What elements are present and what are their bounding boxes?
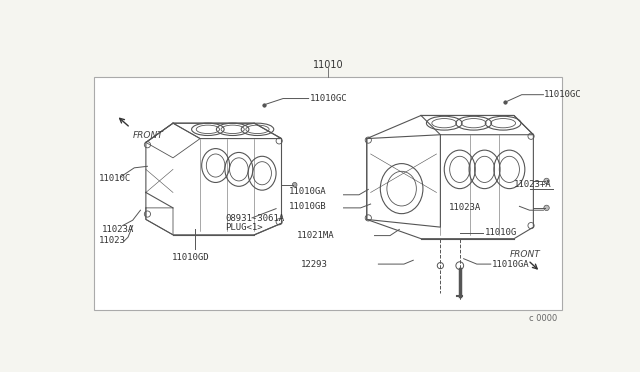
Text: 12293: 12293 bbox=[301, 260, 328, 269]
Bar bbox=[94, 77, 562, 310]
Text: 11023A: 11023A bbox=[449, 203, 481, 212]
Text: FRONT: FRONT bbox=[510, 250, 541, 259]
Circle shape bbox=[292, 183, 297, 187]
Text: 11010GC: 11010GC bbox=[544, 90, 582, 99]
Text: 11010GA: 11010GA bbox=[492, 260, 530, 269]
Text: 11023: 11023 bbox=[99, 237, 125, 246]
Text: FRONT: FRONT bbox=[132, 131, 163, 140]
Text: 11010GA: 11010GA bbox=[289, 187, 327, 196]
Text: 11010: 11010 bbox=[313, 60, 343, 70]
Circle shape bbox=[544, 205, 549, 211]
Text: PLUG<1>: PLUG<1> bbox=[225, 222, 262, 232]
Text: 11021MA: 11021MA bbox=[297, 231, 335, 240]
Text: 11023A: 11023A bbox=[102, 225, 134, 234]
Text: 11023+A: 11023+A bbox=[514, 180, 552, 189]
Text: c 0000: c 0000 bbox=[529, 314, 557, 323]
Text: 11010G: 11010G bbox=[484, 228, 517, 237]
Text: 11010GD: 11010GD bbox=[172, 253, 209, 262]
Text: 11010C: 11010C bbox=[99, 174, 131, 183]
Text: 11010GB: 11010GB bbox=[289, 202, 327, 211]
Text: 08931-3061A: 08931-3061A bbox=[225, 214, 284, 223]
Circle shape bbox=[544, 178, 549, 184]
Text: 11010GC: 11010GC bbox=[309, 94, 347, 103]
